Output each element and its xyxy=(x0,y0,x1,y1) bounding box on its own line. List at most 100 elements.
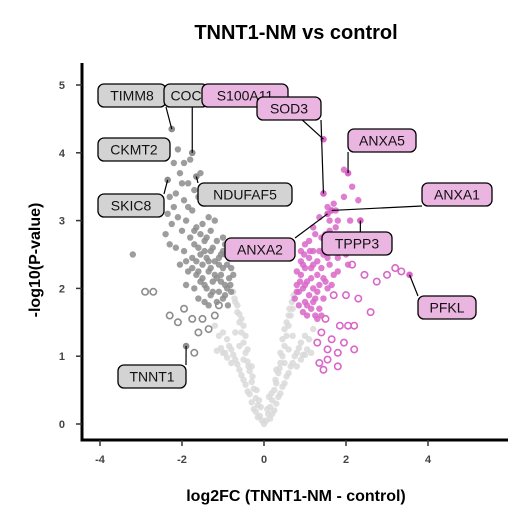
point-down xyxy=(207,227,214,234)
point-not-significant xyxy=(244,346,251,353)
point-not-significant xyxy=(293,363,300,370)
point-not-significant xyxy=(281,359,288,367)
point-down-open xyxy=(198,314,207,323)
point-not-significant xyxy=(272,376,279,384)
point-down-open xyxy=(190,348,199,357)
point-not-significant xyxy=(249,373,256,380)
label-box xyxy=(347,128,417,153)
point-down xyxy=(201,281,208,289)
point-up-open xyxy=(333,362,342,371)
point-down-open xyxy=(188,314,197,323)
gene-label-pfkl: PFKL xyxy=(408,274,477,320)
point-up-open xyxy=(333,348,342,357)
point-not-significant xyxy=(273,400,280,407)
point-not-significant xyxy=(291,353,298,360)
point-up xyxy=(320,275,327,282)
point-not-significant xyxy=(234,302,241,309)
point-down xyxy=(166,241,173,248)
point-up xyxy=(318,264,325,272)
point-down xyxy=(176,261,184,268)
gene-label-anxa2: ANXA2 xyxy=(224,213,328,262)
label-box xyxy=(417,295,477,320)
y-tick-label: 2 xyxy=(59,283,65,295)
point-not-significant xyxy=(236,366,243,373)
point-not-significant xyxy=(245,363,252,370)
label-box xyxy=(117,364,187,389)
point-up xyxy=(330,200,337,207)
label-text: TNNT1 xyxy=(129,369,174,385)
point-down xyxy=(199,275,206,282)
point-down xyxy=(170,203,177,211)
point-not-significant xyxy=(305,336,313,343)
point-down xyxy=(191,241,198,248)
point-down-open xyxy=(204,325,213,334)
point-down xyxy=(182,217,190,224)
point-down xyxy=(170,159,177,167)
point-up xyxy=(312,230,319,238)
label-text: NDUFAF5 xyxy=(213,187,277,203)
point-up-open xyxy=(329,291,338,300)
point-up xyxy=(316,247,323,255)
gene-label-sod3: SOD3 xyxy=(256,96,325,194)
gene-label-anxa5: ANXA5 xyxy=(347,128,417,174)
point-up xyxy=(305,291,313,299)
point-down xyxy=(164,210,171,218)
point-not-significant xyxy=(240,356,247,363)
point-up xyxy=(334,254,341,262)
label-text: ANXA2 xyxy=(237,242,283,258)
point-up-open xyxy=(354,294,363,303)
point-down xyxy=(187,156,194,163)
x-axis-title: log2FC (TNNT1-NM - control) xyxy=(186,488,406,505)
point-not-significant xyxy=(223,336,231,343)
x-tick-label: -4 xyxy=(95,454,106,466)
point-down xyxy=(172,244,180,251)
label-text: TPPP3 xyxy=(335,236,380,252)
point-not-significant xyxy=(232,329,239,336)
point-up xyxy=(291,295,298,302)
point-down xyxy=(172,190,180,197)
label-box xyxy=(421,182,493,207)
point-up-open xyxy=(317,328,326,337)
point-not-significant xyxy=(215,332,223,340)
label-text: CKMT2 xyxy=(110,142,158,158)
point-down xyxy=(205,214,212,221)
point-down xyxy=(176,169,184,177)
point-down xyxy=(215,261,223,268)
point-down xyxy=(201,247,208,255)
point-up xyxy=(348,183,356,190)
gene-label-skic8: SKIC8 xyxy=(97,179,169,218)
x-tick-label: 0 xyxy=(261,454,267,466)
point-down xyxy=(187,234,194,241)
point-down-open xyxy=(214,301,223,310)
leader-line xyxy=(320,119,325,194)
point-up-open xyxy=(344,321,353,330)
point-up xyxy=(334,268,341,275)
point-up xyxy=(316,305,323,312)
point-up xyxy=(293,288,300,295)
point-down xyxy=(184,180,192,187)
point-up xyxy=(316,281,323,289)
point-not-significant xyxy=(242,332,249,340)
point-not-significant xyxy=(289,332,296,340)
point-up xyxy=(303,302,311,309)
point-up xyxy=(334,217,341,224)
label-text: COC xyxy=(170,88,201,104)
point-down xyxy=(207,264,214,272)
point-down xyxy=(189,264,196,272)
point-down xyxy=(199,220,206,228)
point-not-significant xyxy=(283,373,290,380)
point-not-significant xyxy=(242,381,249,388)
point-not-significant xyxy=(275,393,282,401)
point-up xyxy=(326,261,333,268)
point-not-significant xyxy=(257,403,264,411)
point-down xyxy=(195,295,202,302)
point-down xyxy=(168,220,175,228)
gene-label-tppp3: TPPP3 xyxy=(321,220,393,256)
point-not-significant xyxy=(264,405,271,413)
point-up-open xyxy=(321,314,330,323)
y-axis-title: -log10(P-value) xyxy=(27,203,44,318)
leader-line xyxy=(165,106,173,130)
gene-label-timm8: TIMM8 xyxy=(97,83,173,130)
point-down xyxy=(224,302,232,309)
